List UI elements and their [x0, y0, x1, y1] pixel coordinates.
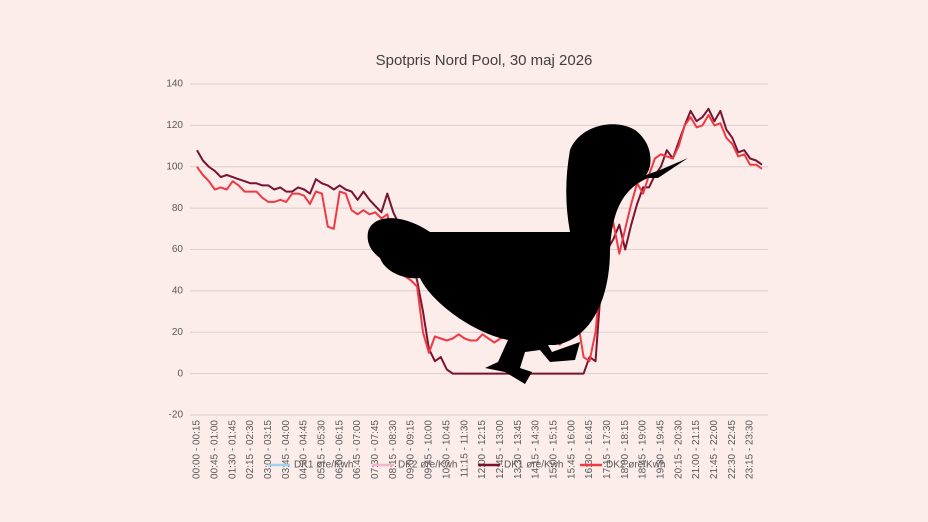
x-tick-label: 07:30 - 07:45 — [370, 420, 381, 479]
x-tick-label: 10:30 - 10:45 — [441, 420, 452, 479]
legend-label: DK1 øre/Kwh — [504, 460, 563, 471]
x-tick-label: 23:15 - 23:30 — [745, 420, 756, 479]
x-tick-label: 06:00 - 06:15 — [334, 420, 345, 479]
y-tick-label: 140 — [166, 79, 183, 90]
x-tick-label: 03:00 - 03:15 — [263, 420, 274, 479]
x-tick-label: 16:30 - 16:45 — [584, 420, 595, 479]
x-tick-label: 15:45 - 16:00 — [566, 420, 577, 479]
x-tick-label: 09:45 - 10:00 — [424, 420, 435, 479]
plot-area: 140 120 100 80 60 40 20 0 -20 00:00 - 00:15 00:45 … — [166, 79, 768, 479]
y-tick-label: 60 — [172, 244, 184, 255]
y-tick-label: 120 — [166, 120, 183, 131]
series-line — [196, 114, 763, 363]
x-tick-label: 21:00 - 21:15 — [691, 420, 702, 479]
x-tick-label: 17:15 - 17:30 — [602, 420, 613, 479]
legend-label: DK2 øre/Kwh — [606, 460, 665, 471]
legend-label: DK1 øre/Kwh — [294, 460, 353, 471]
x-tick-label: 01:30 - 01:45 — [227, 420, 238, 479]
x-tick-label: 21:45 - 22:00 — [709, 420, 720, 479]
x-tick-label: 19:30 - 19:45 — [656, 420, 667, 479]
x-tick-label: 22:30 - 22:45 — [727, 420, 738, 479]
x-tick-label: 00:00 - 00:15 — [192, 420, 203, 479]
series-line — [196, 107, 763, 375]
x-tick-label: 06:45 - 07:00 — [352, 420, 363, 479]
x-tick-label: 08:15 - 08:30 — [388, 420, 399, 479]
duck-overlay — [367, 124, 688, 384]
x-tick-label: 02:15 - 02:30 — [245, 420, 256, 479]
y-tick-label: 80 — [172, 203, 184, 214]
x-tick-label: 18:00 - 18:15 — [620, 420, 631, 479]
y-tick-label: 0 — [177, 368, 183, 379]
x-tick-label: 11:15 - 11:30 — [459, 420, 470, 478]
x-tick-label: 14:15 - 14:30 — [531, 420, 542, 479]
y-tick-label: 100 — [166, 161, 183, 172]
x-tick-label: 18:45 - 19:00 — [638, 420, 649, 479]
y-tick-label: 40 — [172, 286, 184, 297]
x-tick-label: 15:00 - 15:15 — [548, 420, 559, 479]
x-tick-label: 12:00 - 12:15 — [477, 420, 488, 479]
legend-label: DK2 øre/Kwh — [398, 460, 457, 471]
x-tick-label: 03:45 - 04:00 — [281, 420, 292, 479]
x-tick-label: 04:30 - 04:45 — [299, 420, 310, 479]
x-tick-label: 00:45 - 01:00 — [209, 420, 220, 479]
x-tick-label: 13:30 - 13:45 — [513, 420, 524, 479]
y-tick-label: 20 — [172, 327, 184, 338]
x-tick-label: 05:15 - 05:30 — [317, 420, 328, 479]
chart-title: Spotpris Nord Pool, 30 maj 2026 — [376, 52, 593, 69]
x-tick-label: 09:00 - 09:15 — [406, 420, 417, 479]
x-tick-label: 12:45 - 13:00 — [495, 420, 506, 479]
y-tick-label: -20 — [169, 410, 184, 421]
legend: DK1 øre/Kwh DK2 øre/Kwh DK1 øre/Kwh DK2 øre… — [268, 460, 665, 471]
x-tick-label: 20:15 - 20:30 — [673, 420, 684, 479]
